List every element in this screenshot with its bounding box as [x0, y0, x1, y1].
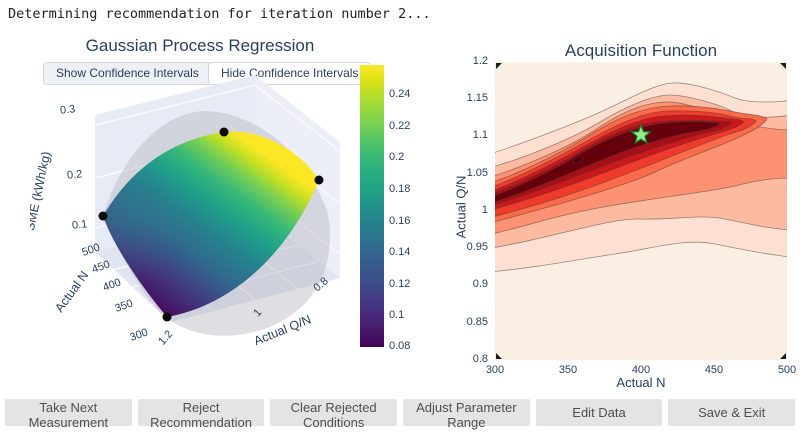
- gp-chart-title: Gaussian Process Regression: [85, 36, 315, 55]
- colorbar-ticks: 0.24 0.22 0.2 0.18 0.16 0.14 0.12 0.1 0.…: [360, 65, 420, 352]
- n-tick: 400: [101, 276, 122, 294]
- n-axis-label: Actual N: [52, 268, 91, 314]
- acq-y-tick: 1.2: [472, 55, 488, 67]
- acq-y-tick: 1.1: [472, 129, 488, 141]
- n-tick: 350: [113, 297, 134, 315]
- acq-x-axis-label: Actual N: [616, 375, 666, 390]
- acquisition-contour-plot[interactable]: [495, 62, 787, 360]
- adjust-parameter-range-button[interactable]: Adjust Parameter Range: [403, 399, 530, 430]
- z-tick: 0.2: [66, 168, 82, 182]
- z-tick: 0.3: [59, 103, 75, 117]
- status-text: Determining recommendation for iteration…: [8, 6, 431, 22]
- acq-x-tick: 300: [485, 364, 505, 376]
- colorbar-tick: 0.2: [389, 151, 405, 163]
- action-button-bar: Take Next Measurement Reject Recommendat…: [0, 399, 800, 430]
- colorbar-tick: 0.08: [389, 340, 411, 352]
- acq-y-tick: 0.8: [472, 353, 488, 365]
- n-tick: 500: [80, 241, 101, 259]
- edit-data-button[interactable]: Edit Data: [535, 399, 663, 426]
- acq-x-tick: 400: [631, 364, 651, 376]
- acq-y-tick: 1.15: [466, 92, 488, 104]
- acq-y-tick: 1: [481, 204, 488, 216]
- viridis-colorbar: [360, 65, 384, 347]
- data-point-marker: [162, 312, 172, 322]
- acq-x-tick: 350: [558, 364, 578, 376]
- colorbar-tick: 0.22: [389, 120, 411, 132]
- acq-x-tick: 500: [777, 364, 797, 376]
- colorbar-tick: 0.18: [389, 183, 411, 195]
- z-tick: 0.1: [71, 218, 87, 232]
- data-point-marker: [98, 211, 108, 221]
- take-next-measurement-button[interactable]: Take Next Measurement: [5, 399, 132, 430]
- qn-tick: 1.2: [156, 328, 175, 347]
- n-tick: 450: [90, 258, 111, 276]
- save-exit-button[interactable]: Save & Exit: [668, 399, 796, 426]
- data-point-marker: [314, 175, 324, 185]
- acq-x-tick: 450: [704, 364, 724, 376]
- colorbar-tick: 0.14: [389, 246, 411, 258]
- plot-corner-marks: [496, 63, 786, 359]
- reject-recommendation-button[interactable]: Reject Recommendation: [137, 399, 265, 430]
- clear-rejected-conditions-button[interactable]: Clear Rejected Conditions: [270, 399, 398, 430]
- data-point-marker: [219, 127, 229, 137]
- acq-y-tick: 0.9: [472, 278, 488, 290]
- show-confidence-intervals-button[interactable]: Show Confidence Intervals: [43, 62, 212, 85]
- acq-y-tick: 0.95: [466, 241, 488, 253]
- z-axis-label: SME (kWh/kg): [30, 150, 53, 232]
- gp-surface-plot[interactable]: 0.3 0.2 0.1 500 450 400 350 300 1.2 1 0.…: [30, 70, 360, 382]
- n-tick: 300: [128, 326, 149, 344]
- contour-bands: [495, 82, 787, 272]
- gp-mean-surface-tint: [103, 131, 319, 317]
- acq-y-tick: 1.05: [466, 167, 488, 179]
- recommended-point-star: [629, 123, 653, 145]
- colorbar-tick: 0.12: [389, 278, 411, 290]
- acq-chart-title: Acquisition Function: [564, 41, 718, 60]
- colorbar-tick: 0.24: [389, 88, 411, 100]
- acq-y-tick: 0.85: [466, 316, 488, 328]
- colorbar-tick: 0.16: [389, 215, 411, 227]
- colorbar-tick: 0.1: [389, 309, 405, 321]
